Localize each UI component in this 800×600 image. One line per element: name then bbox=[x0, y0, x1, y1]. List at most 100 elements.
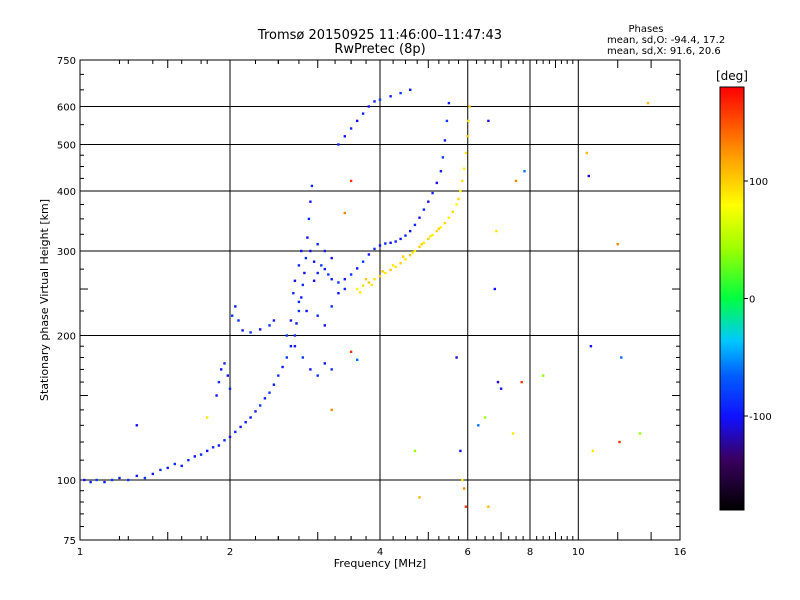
scatter-point bbox=[173, 462, 176, 466]
y-tick-label: 750 bbox=[57, 56, 76, 67]
scatter-point bbox=[499, 387, 503, 390]
chart-subtitle: RwPretec (8p) bbox=[334, 42, 425, 57]
grid bbox=[80, 60, 680, 540]
scatter-point bbox=[303, 271, 306, 275]
scatter-point bbox=[151, 472, 154, 476]
scatter-point bbox=[420, 243, 423, 246]
scatter-point bbox=[514, 179, 518, 183]
scatter-point bbox=[427, 200, 430, 203]
scatter-point bbox=[272, 319, 276, 322]
scatter-point bbox=[217, 444, 221, 447]
scatter-point bbox=[468, 105, 471, 108]
scatter-point bbox=[231, 314, 234, 317]
scatter-point bbox=[361, 112, 365, 115]
scatter-point bbox=[285, 334, 288, 337]
scatter-point bbox=[356, 287, 359, 291]
scatter-point bbox=[441, 156, 445, 159]
scatter-point bbox=[616, 243, 619, 246]
scatter-point bbox=[159, 468, 162, 472]
scatter-point bbox=[483, 416, 487, 419]
scatter-point bbox=[431, 191, 434, 195]
scatter-point bbox=[455, 356, 458, 359]
scatter-point bbox=[462, 167, 466, 170]
scatter-point bbox=[330, 368, 333, 371]
colorbar-tick-label: -100 bbox=[749, 412, 772, 423]
scatter-point bbox=[307, 217, 311, 221]
scatter-point bbox=[343, 211, 346, 215]
scatter-point bbox=[95, 478, 98, 482]
scatter-point bbox=[309, 249, 312, 253]
scatter-point bbox=[394, 240, 397, 243]
scatter-point bbox=[297, 309, 301, 313]
scatter-point bbox=[413, 249, 417, 253]
scatter-point bbox=[312, 260, 316, 263]
scatter-point bbox=[187, 459, 190, 462]
scatter-point bbox=[389, 268, 392, 272]
scatter-point bbox=[215, 394, 218, 397]
scatter-point bbox=[343, 135, 346, 138]
scatter-point bbox=[312, 279, 316, 282]
scatter-point bbox=[384, 242, 387, 245]
scatter-point bbox=[323, 249, 326, 253]
scatter-point bbox=[409, 229, 412, 233]
scatter-point bbox=[297, 264, 301, 267]
scatter-point bbox=[343, 278, 346, 281]
scatter-point bbox=[447, 101, 451, 105]
scatter-point bbox=[356, 267, 359, 270]
scatter-point bbox=[399, 91, 402, 95]
scatter-point bbox=[523, 170, 526, 173]
scatter-point bbox=[320, 264, 323, 267]
colorbar bbox=[719, 86, 745, 511]
scatter-point bbox=[327, 273, 330, 276]
scatter-point bbox=[378, 274, 382, 278]
scatter-point bbox=[511, 432, 515, 435]
scatter-point bbox=[411, 251, 414, 254]
x-axis-ticks: 1 2 4 6 8 10 16 bbox=[77, 60, 686, 558]
scatter-point bbox=[293, 345, 297, 348]
scatter-point bbox=[384, 271, 387, 275]
scatter-point bbox=[591, 449, 595, 453]
scatter-point bbox=[268, 324, 271, 327]
scatter-point bbox=[118, 476, 121, 480]
scatter-point bbox=[289, 345, 293, 348]
scatter-point bbox=[180, 464, 183, 468]
scatter-point bbox=[418, 496, 421, 499]
scatter-point bbox=[228, 435, 232, 439]
scatter-point bbox=[310, 184, 314, 188]
x-axis-label: Frequency [MHz] bbox=[334, 557, 426, 570]
scatter-point bbox=[349, 273, 353, 276]
scatter-point bbox=[361, 284, 365, 287]
colorbar-tick-label: 0 bbox=[749, 295, 755, 306]
scatter-point bbox=[297, 300, 301, 304]
y-tick-label: 500 bbox=[57, 141, 76, 152]
scatter-point bbox=[378, 244, 382, 247]
scatter-point bbox=[437, 227, 440, 230]
scatter-point bbox=[304, 256, 308, 260]
scatter-point bbox=[394, 265, 397, 269]
scatter-point bbox=[399, 262, 402, 265]
scatter-point bbox=[349, 350, 353, 353]
scatter-point bbox=[293, 279, 297, 282]
scatter-point bbox=[589, 345, 593, 348]
scatter-point bbox=[459, 449, 462, 453]
scatter-point bbox=[413, 449, 417, 453]
scatter-point bbox=[301, 356, 304, 359]
scatter-point bbox=[487, 505, 490, 508]
scatter-point bbox=[459, 189, 462, 193]
scatter-point bbox=[443, 221, 447, 225]
scatter-point bbox=[83, 478, 86, 482]
scatter-point bbox=[316, 271, 319, 275]
scatter-point bbox=[467, 119, 470, 123]
scatter-point bbox=[401, 255, 405, 258]
scatter-point bbox=[211, 446, 215, 449]
scatter-point bbox=[223, 362, 226, 365]
x-tick-label: 2 bbox=[227, 547, 233, 558]
scatter-point bbox=[422, 208, 426, 211]
scatter-point bbox=[373, 278, 376, 281]
scatter-point bbox=[370, 283, 373, 287]
scatter-point bbox=[309, 368, 312, 371]
y-axis-ticks: 75 100 200 300 400 500 600 750 bbox=[57, 56, 680, 547]
scatter-point bbox=[367, 253, 371, 256]
scatter-point bbox=[455, 203, 458, 206]
scatter-point bbox=[281, 365, 284, 369]
